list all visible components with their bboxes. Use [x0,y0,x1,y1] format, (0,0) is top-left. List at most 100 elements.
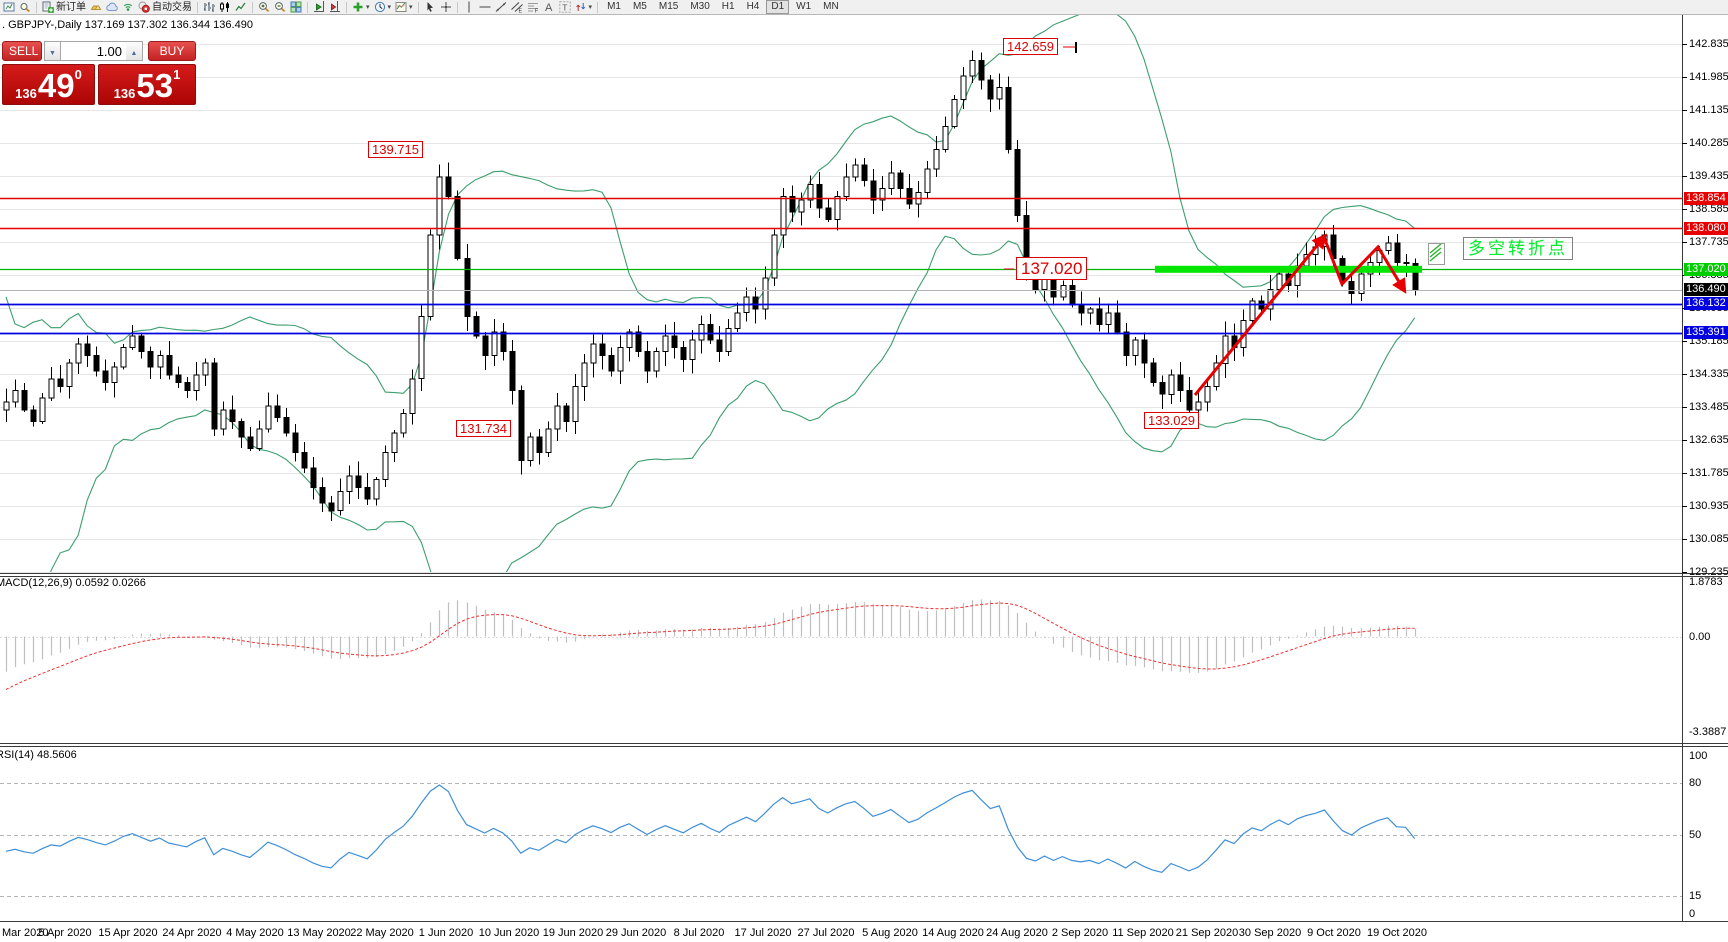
price-flag-label[interactable]: 139.715 [368,141,423,158]
buy-button[interactable]: BUY [148,41,196,61]
arrows-button[interactable]: ▾ [573,1,595,14]
date-axis-label: 8 Jul 2020 [673,927,725,939]
auto-scroll-icon [314,1,324,12]
indicators-button[interactable]: ▾ [350,1,372,14]
gold-button[interactable] [88,1,104,14]
cloud-button[interactable] [104,1,120,14]
grid-lines [0,44,1682,897]
candles-chart-button[interactable] [217,1,233,14]
timeframe-m1-button[interactable]: M1 [607,1,621,12]
caret-down-icon: ▼ [49,50,56,57]
timeframe-d1-button[interactable]: D1 [766,0,790,14]
chart-shift-button[interactable] [327,1,343,14]
lot-increase-button[interactable]: ▲ [126,41,143,61]
zigzag-arrow-annotation[interactable] [1004,42,1407,396]
turning-point-annotation[interactable]: 多空转折点 [1463,237,1573,260]
object-marker-icon[interactable] [1428,243,1445,265]
autotrade-label: 自动交易 [152,1,192,13]
vline-button[interactable] [461,1,477,14]
chart-window-button[interactable] [1,1,17,14]
price-axis-tick: 141.135 [1689,104,1728,116]
fibonacci-button[interactable]: F [525,1,541,14]
svg-text:F: F [534,9,538,14]
timeframe-w1-button[interactable]: W1 [796,1,812,12]
price-flag-label[interactable]: 133.029 [1144,412,1199,429]
tile-windows-button[interactable] [288,1,304,14]
date-axis-label: 27 Jul 2020 [797,927,855,939]
panel-borders [0,14,1728,922]
channel-button[interactable]: E [509,1,525,14]
price-level-badge: 138.854 [1684,192,1728,205]
text-label-button[interactable]: T [557,1,573,14]
periods-icon [374,1,385,13]
zoom-in-button[interactable] [256,1,272,14]
timeframe-mn-button[interactable]: MN [823,1,839,12]
hline-button[interactable] [477,1,493,14]
autotrade-button[interactable]: 自动交易 [136,1,194,14]
price-flag-label[interactable]: 131.734 [456,420,511,437]
dropdown-caret-icon: ▾ [588,3,593,11]
macd-indicator-label: MACD(12,26,9) 0.0592 0.0266 [0,577,146,589]
timeframe-m15-button[interactable]: M15 [658,1,679,12]
toolbar-separator [252,1,253,13]
date-axis-label: 14 Aug 2020 [922,927,984,939]
date-axis-label: 19 Jun 2020 [542,927,604,939]
date-axis-label: 13 May 2020 [287,927,351,939]
date-axis-label: 17 Jul 2020 [734,927,792,939]
lot-size-input[interactable] [60,41,126,61]
tile-windows-icon [290,1,302,13]
toolbar-separator [307,1,308,13]
ask-prefix: 136 [113,86,136,101]
line-chart-button[interactable] [233,1,249,14]
price-axis-tick: 133.485 [1689,401,1728,413]
date-axis-label: 1 Jun 2020 [418,927,474,939]
dropdown-caret-icon: ▾ [387,3,392,11]
price-flag-label[interactable]: 137.020 [1016,257,1088,280]
signal-button[interactable] [120,1,136,14]
price-level-badge: 137.020 [1684,263,1728,276]
cursor-button[interactable] [422,1,438,14]
price-axis-tick: 139.435 [1689,170,1728,182]
bid-prefix: 136 [15,86,37,101]
zoom-out-button[interactable] [272,1,288,14]
bars-chart-button[interactable] [201,1,217,14]
horizontal-level-lines[interactable] [0,197,1682,335]
sell-price-quote[interactable]: 136 49 0 [2,64,95,105]
crosshair-button[interactable] [438,1,454,14]
price-axis-tick: 131.785 [1689,467,1728,479]
timeframe-m5-button[interactable]: M5 [632,1,647,12]
timeframe-m30-button[interactable]: M30 [690,1,710,12]
autotrade-icon [138,1,150,13]
auto-scroll-button[interactable] [311,1,327,14]
text-button[interactable]: A [541,1,557,14]
price-axis-tick: 130.935 [1689,500,1728,512]
periods-button[interactable]: ▾ [372,1,394,14]
chart-window-icon [3,2,15,12]
trendline-button[interactable] [493,1,509,14]
price-axis-tick: 137.735 [1689,236,1728,248]
new-order-button[interactable]: 新订单 [40,1,88,14]
rsi-axis-tick: 100 [1689,750,1708,762]
sell-button[interactable]: SELL [2,41,42,61]
thick-support-bar[interactable] [1155,265,1422,273]
toolbar-separator [417,1,419,13]
arrows-icon [575,3,585,11]
timeframe-h1-button[interactable]: H1 [721,1,735,12]
date-axis-label: 24 Aug 2020 [986,927,1048,939]
price-axis-tick: 140.285 [1689,137,1728,149]
timeframe-h4-button[interactable]: H4 [746,1,760,12]
templates-button[interactable]: ▾ [393,1,415,14]
price-flag-label[interactable]: 142.659 [1003,38,1058,55]
svg-text:T: T [562,3,567,13]
text-icon: A [545,2,553,13]
price-axis-tick: 130.085 [1689,533,1728,545]
cursor-icon [427,2,433,12]
buy-price-quote[interactable]: 136 53 1 [98,64,196,105]
search-button[interactable] [17,1,33,14]
date-axis-label: 9 Oct 2020 [1307,927,1361,939]
ask-pipette: 1 [173,67,181,82]
price-level-badge: 136.132 [1684,297,1728,310]
lot-decrease-button[interactable]: ▼ [44,41,61,61]
channel-icon: E [510,2,523,13]
